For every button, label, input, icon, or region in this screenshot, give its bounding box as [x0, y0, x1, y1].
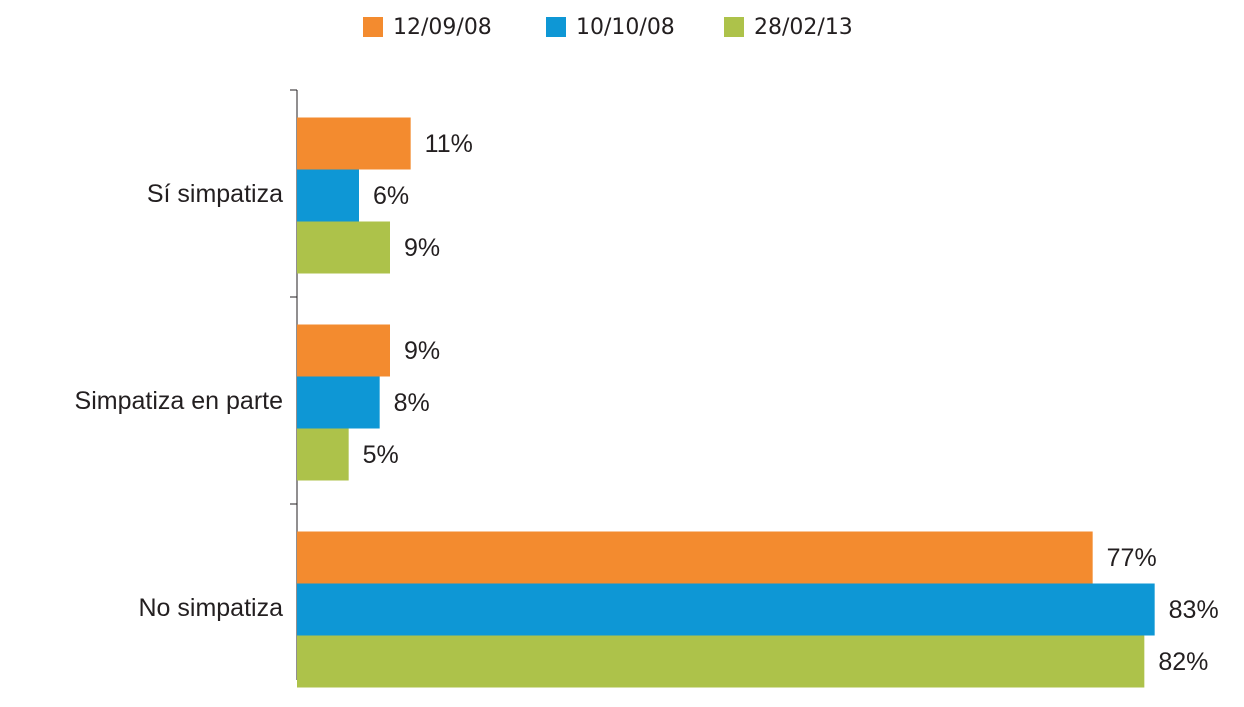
bar — [297, 221, 390, 274]
legend-label: 10/10/08 — [576, 15, 675, 40]
legend-swatch — [546, 17, 566, 37]
value-label: 6% — [373, 182, 409, 210]
legend-label: 12/09/08 — [393, 15, 492, 40]
bar — [297, 376, 380, 429]
legend-label: 28/02/13 — [754, 15, 853, 40]
value-label: 8% — [394, 389, 430, 417]
bar — [297, 531, 1093, 584]
value-label: 77% — [1107, 544, 1157, 572]
bar — [297, 635, 1145, 688]
value-label: 82% — [1158, 648, 1208, 676]
value-label: 5% — [363, 441, 399, 469]
category-label: Simpatiza en parte — [75, 387, 283, 415]
bar — [297, 428, 349, 481]
legend-swatch — [724, 17, 744, 37]
value-label: 9% — [404, 337, 440, 365]
legend-swatch — [363, 17, 383, 37]
bar — [297, 583, 1155, 636]
category-label: Sí simpatiza — [147, 180, 283, 208]
bar — [297, 324, 390, 377]
value-label: 9% — [404, 234, 440, 262]
value-label: 11% — [425, 130, 473, 158]
value-label: 83% — [1169, 596, 1219, 624]
bar — [297, 169, 359, 222]
category-label: No simpatiza — [139, 594, 284, 622]
bar — [297, 117, 411, 170]
